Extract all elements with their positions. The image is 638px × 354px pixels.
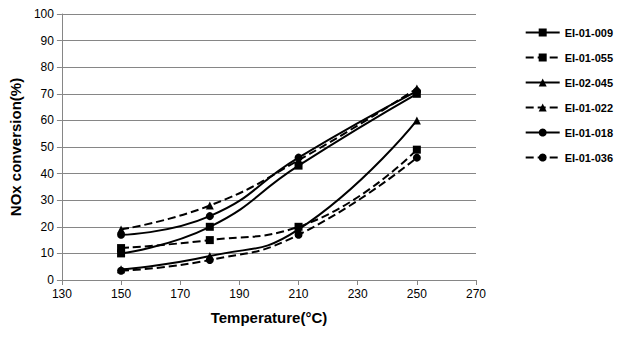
svg-text:130: 130: [52, 287, 72, 301]
svg-text:80: 80: [41, 60, 55, 74]
svg-text:Temperature(°C): Temperature(°C): [211, 309, 328, 326]
svg-text:EI-01-018: EI-01-018: [565, 127, 613, 139]
svg-text:230: 230: [348, 287, 368, 301]
svg-text:250: 250: [407, 287, 427, 301]
svg-text:EI-01-055: EI-01-055: [565, 52, 613, 64]
svg-text:EI-02-045: EI-02-045: [565, 77, 613, 89]
svg-text:50: 50: [41, 140, 55, 154]
svg-text:10: 10: [41, 246, 55, 260]
svg-text:60: 60: [41, 113, 55, 127]
svg-text:40: 40: [41, 167, 55, 181]
svg-text:30: 30: [41, 193, 55, 207]
svg-text:EI-01-022: EI-01-022: [565, 102, 613, 114]
svg-text:210: 210: [289, 287, 309, 301]
svg-text:NOx conversion(%): NOx conversion(%): [7, 78, 24, 216]
svg-text:0: 0: [47, 273, 54, 287]
svg-text:20: 20: [41, 220, 55, 234]
svg-text:150: 150: [111, 287, 131, 301]
svg-text:70: 70: [41, 87, 55, 101]
svg-text:EI-01-009: EI-01-009: [565, 27, 613, 39]
svg-text:100: 100: [34, 7, 54, 21]
svg-text:90: 90: [41, 34, 55, 48]
svg-text:EI-01-036: EI-01-036: [565, 152, 613, 164]
svg-text:190: 190: [229, 287, 249, 301]
svg-text:270: 270: [466, 287, 486, 301]
svg-text:170: 170: [170, 287, 190, 301]
